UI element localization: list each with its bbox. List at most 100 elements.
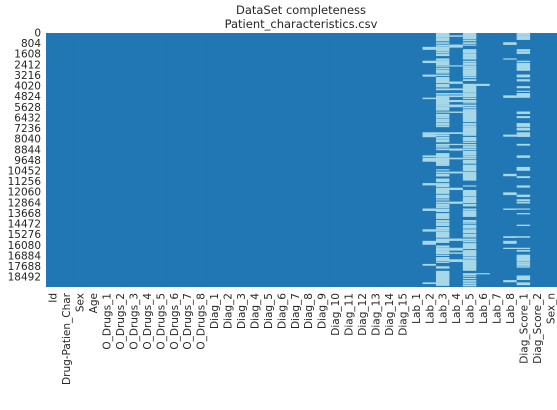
heatmap-missing-cell [462,74,477,77]
heatmap-column-O_Drugs_6 [167,33,182,287]
heatmap-missing-cell [462,129,477,134]
x-tick-label: Lab_3 [438,293,450,324]
heatmap-missing-cell [462,196,477,201]
heatmap-missing-cell [435,88,451,91]
heatmap-missing-cell [435,206,451,209]
heatmap-missing-cell [435,171,451,174]
heatmap-missing-cell [449,187,464,191]
heatmap-missing-cell [422,243,437,245]
heatmap-missing-cell [422,282,437,285]
heatmap-missing-cell [462,134,477,136]
heatmap-missing-cell [435,215,451,218]
heatmap-missing-cell [462,120,477,123]
heatmap-column-Diag_15 [395,33,410,287]
heatmap-missing-cell [516,67,531,71]
heatmap-missing-cell [462,231,477,234]
heatmap-missing-cell [462,266,477,269]
heatmap-missing-cell [449,65,464,67]
heatmap-missing-cell [435,169,451,171]
x-tick-label: Lab_4 [451,293,463,324]
x-tick-label: Id [48,293,60,303]
x-tick-label: Diag_14 [384,293,396,336]
heatmap-missing-cell [462,42,477,44]
heatmap-missing-cell [503,173,518,177]
heatmap-missing-cell [435,33,451,36]
x-tick-label: Sex_n [545,293,557,324]
heatmap-missing-cell [435,120,451,123]
heatmap-missing-cell [516,199,531,201]
heatmap-missing-cell [435,226,451,230]
x-tick-label: Lab_1 [411,293,423,324]
heatmap-column-Diag_4 [247,33,262,287]
x-tick-label: O_Drugs_6 [169,293,181,350]
heatmap-missing-cell [435,146,451,148]
heatmap-missing-cell [516,143,531,146]
heatmap-missing-cell [435,275,451,278]
heatmap-missing-cell [435,238,451,242]
heatmap-missing-cell [462,245,477,249]
heatmap-missing-cell [449,81,464,84]
heatmap-missing-cell [516,155,531,158]
heatmap-missing-cell [462,160,477,163]
heatmap-missing-cell [435,79,451,82]
heatmap-column-Sex [72,33,87,287]
heatmap-missing-cell [462,97,477,100]
heatmap-missing-cell [435,222,451,225]
heatmap-missing-cell [435,153,451,157]
y-tick-label: 16884 [8,250,42,262]
heatmap-missing-cell [462,150,477,154]
heatmap-missing-cell [435,83,451,87]
heatmap-missing-cell [516,236,531,238]
heatmap-missing-cell [435,109,451,111]
heatmap-missing-cell [503,134,518,137]
heatmap-missing-cell [435,76,451,80]
heatmap-missing-cell [462,162,477,164]
heatmap-missing-cell [462,118,477,121]
heatmap-missing-cell [462,233,477,237]
heatmap-column-O_Drugs_2 [113,33,128,287]
heatmap-column-Diag_2 [220,33,235,287]
heatmap-missing-cell [422,263,437,266]
heatmap-missing-cell [462,76,477,79]
heatmap-missing-cell [435,201,451,204]
heatmap-missing-cell [462,240,477,243]
heatmap-missing-cell [422,74,437,77]
heatmap-missing-cell [462,176,477,179]
heatmap-missing-cell [462,252,477,256]
heatmap-missing-cell [449,35,464,37]
heatmap-missing-cell [462,113,477,117]
heatmap-missing-cell [435,233,451,237]
heatmap-missing-cell [462,236,477,238]
heatmap-missing-cell [516,194,531,198]
heatmap-missing-cell [462,275,477,277]
chart-title-line-2: Patient_characteristics.csv [225,17,378,31]
heatmap-missing-cell [462,261,477,265]
heatmap-missing-cell [462,178,477,181]
y-tick-label: 0 [34,28,41,40]
heatmap-missing-cell [462,224,477,228]
heatmap-missing-cell [435,192,451,194]
heatmap-missing-cell [516,250,531,252]
heatmap-missing-cell [516,266,531,268]
heatmap-missing-cell [462,67,477,70]
heatmap-missing-cell [435,46,451,50]
heatmap-missing-cell [462,166,477,170]
heatmap-missing-cell [422,157,437,161]
heatmap-missing-cell [516,60,531,63]
heatmap-missing-cell [449,104,464,108]
y-tick-label: 4020 [14,81,41,93]
y-tick-label: 7236 [14,123,41,135]
heatmap-missing-cell [435,220,451,223]
heatmap-missing-cell [516,95,531,98]
heatmap-missing-cell [516,65,531,69]
heatmap-missing-cell [462,277,477,280]
heatmap-missing-cell [462,243,477,247]
heatmap-missing-cell [435,49,451,52]
heatmap-missing-cell [462,39,477,42]
heatmap-missing-cell [462,284,477,287]
heatmap-missing-cell [462,79,477,82]
heatmap-column-Lab_7 [489,33,504,287]
heatmap-missing-cell [435,157,451,161]
heatmap-missing-cell [516,256,531,261]
